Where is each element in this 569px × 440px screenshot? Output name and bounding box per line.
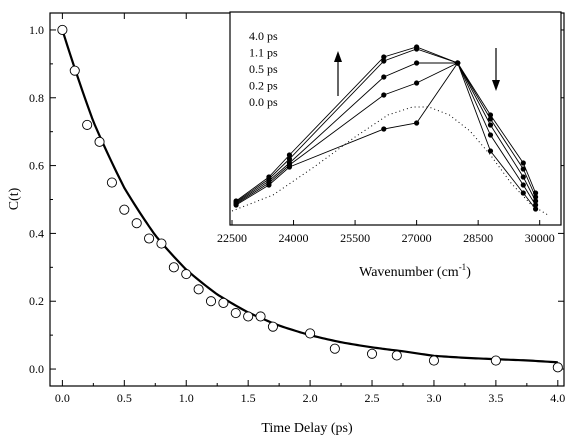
main-data-point [144, 233, 155, 244]
inset-data-point [381, 74, 387, 80]
main-data-point [552, 362, 563, 373]
main-data-point [391, 350, 402, 361]
inset-dotted-curve [231, 106, 549, 216]
inset-data-point [487, 148, 494, 154]
inset-x-axis-title-main: Wavenumber (cm [359, 265, 459, 280]
up-arrow [334, 51, 342, 96]
inset-x-axis-title: Wavenumber (cm-1) [359, 262, 471, 280]
main-data-point [156, 238, 167, 249]
inset-data-point [520, 190, 526, 196]
main-data-point [230, 308, 241, 319]
main-plot: 0.0 0.2 0.4 0.6 0.8 1.0 0.0 0.5 1.0 1.5 2.0 2.5 3.0… [7, 12, 565, 436]
main-data-point [255, 311, 266, 322]
main-data-point [94, 136, 105, 147]
inset-data-point [455, 60, 461, 66]
main-x-tick-label: 3.5 [488, 391, 503, 405]
main-data-point [329, 343, 340, 354]
inset-data-point [414, 120, 420, 126]
inset-data-point [286, 156, 293, 162]
main-x-tick-label: 2.0 [303, 391, 318, 405]
inset-data-point [532, 202, 539, 208]
inset-data-point [532, 206, 539, 212]
inset-x-ticks: 22500 24000 25500 27000 28500 30000 [217, 220, 555, 245]
main-data-point [82, 119, 93, 130]
inset-data-point [381, 92, 387, 98]
inset-data-point [520, 166, 526, 172]
main-data-point [119, 204, 130, 215]
inset-legend: 4.0 ps 1.1 ps 0.5 ps 0.2 ps 0.0 ps [249, 29, 278, 109]
main-data-point [243, 311, 254, 322]
main-data-point [69, 65, 80, 76]
main-data-point [181, 269, 192, 280]
inset-x-tick-label: 27000 [402, 231, 432, 245]
main-y-ticks: 0.0 0.2 0.4 0.6 0.8 1.0 [29, 23, 564, 376]
inset-legend-label: 0.0 ps [249, 95, 278, 109]
inset-data-point [487, 122, 494, 128]
inset-legend-label: 1.1 ps [249, 46, 278, 60]
inset-data-point [520, 174, 526, 180]
main-y-tick-label: 0.0 [29, 362, 44, 376]
main-x-tick-label: 0.5 [117, 391, 132, 405]
main-y-tick-label: 0.8 [29, 91, 44, 105]
inset-x-axis-title-close: ) [466, 265, 471, 280]
main-x-tick-label: 0.0 [55, 391, 70, 405]
inset-data-point [266, 182, 272, 188]
main-data-point [193, 284, 204, 295]
inset-data-point [520, 160, 526, 166]
inset-data-point [520, 182, 526, 188]
inset-data-point [233, 202, 239, 208]
main-data-point [490, 355, 501, 366]
inset-data-point [414, 60, 420, 66]
main-data-point [428, 355, 440, 366]
main-x-tick-label: 2.5 [365, 391, 380, 405]
inset-data-point [414, 46, 420, 52]
main-x-tick-label: 3.0 [426, 391, 441, 405]
inset-dotted-curve-group [231, 106, 549, 216]
main-data-point [218, 297, 229, 308]
main-data-point [57, 24, 68, 36]
inset-data-point [381, 54, 387, 60]
inset-data-point [286, 152, 293, 158]
down-arrow [492, 48, 500, 91]
main-x-tick-label: 1.5 [241, 391, 256, 405]
main-y-tick-label: 0.4 [29, 226, 44, 240]
main-data-point [168, 262, 179, 273]
inset-plot: 22500 24000 25500 27000 28500 30000 4.0 ps 1.1… [217, 11, 562, 280]
main-x-tick-label: 1.0 [179, 391, 194, 405]
inset-x-tick-label: 28500 [463, 231, 493, 245]
inset-legend-label: 4.0 ps [249, 29, 278, 43]
inset-x-tick-label: 22500 [217, 231, 247, 245]
main-x-axis-title: Time Delay (ps) [261, 421, 353, 436]
main-y-tick-label: 0.6 [29, 159, 44, 173]
inset-data-point [487, 116, 494, 122]
main-points-group [57, 24, 563, 373]
inset-x-tick-label: 30000 [525, 231, 555, 245]
inset-x-tick-label: 24000 [279, 231, 309, 245]
main-y-tick-label: 1.0 [29, 23, 44, 37]
main-data-point [305, 328, 316, 339]
inset-data-point [381, 58, 387, 64]
inset-data-point [414, 80, 420, 86]
main-data-point [366, 348, 378, 359]
inset-plot-frame [229, 11, 562, 226]
inset-lines-group [233, 44, 539, 212]
inset-legend-label: 0.2 ps [249, 79, 278, 93]
main-x-ticks: 0.0 0.5 1.0 1.5 2.0 2.5 3.0 3.5 4.0 [55, 13, 565, 405]
main-data-point [106, 177, 117, 188]
inset-data-point [286, 164, 293, 170]
main-data-point [205, 296, 217, 307]
inset-data-point [487, 132, 494, 138]
inset-data-point [381, 126, 387, 132]
inset-x-axis-title-sup: -1 [459, 262, 467, 272]
main-data-point [267, 321, 278, 332]
main-y-tick-label: 0.2 [29, 294, 44, 308]
main-y-axis-title: C(t) [7, 187, 22, 210]
inset-x-tick-label: 25500 [340, 231, 370, 245]
main-x-tick-label: 4.0 [550, 391, 565, 405]
inset-legend-label: 0.5 ps [249, 62, 278, 76]
main-data-point [131, 218, 142, 229]
